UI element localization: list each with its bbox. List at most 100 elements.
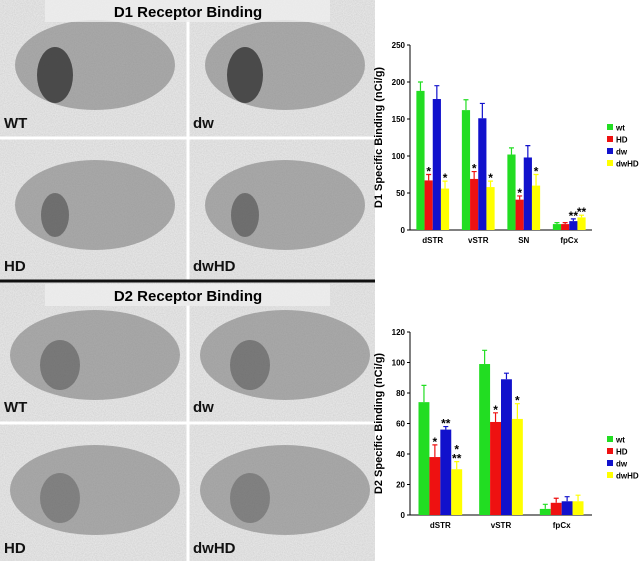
legend-label: dw xyxy=(616,148,628,157)
bar xyxy=(424,180,433,230)
y-tick-label: 60 xyxy=(396,420,405,429)
legend-label: dwHD xyxy=(616,160,639,169)
error-bar xyxy=(432,444,438,458)
significance-label: * xyxy=(472,162,477,176)
legend-swatch xyxy=(607,472,613,478)
error-bar xyxy=(564,496,570,502)
y-tick-label: 150 xyxy=(392,115,406,124)
significance-label: * xyxy=(517,186,522,200)
y-tick-label: 20 xyxy=(396,481,405,490)
panel-label: dw xyxy=(193,115,214,132)
y-tick-label: 200 xyxy=(392,78,406,87)
error-bar xyxy=(493,412,499,422)
legend-swatch xyxy=(607,460,613,466)
bar xyxy=(429,457,441,515)
legend-swatch xyxy=(607,160,613,166)
significance-label: * xyxy=(534,165,539,179)
y-tick-label: 100 xyxy=(392,359,406,368)
y-tick-label: 50 xyxy=(396,189,405,198)
bar xyxy=(418,402,430,515)
significance-label: ** xyxy=(577,205,587,219)
x-tick-label: fpCx xyxy=(560,236,578,245)
error-bar xyxy=(579,214,585,218)
bar xyxy=(486,187,495,230)
y-tick-label: 0 xyxy=(401,226,406,235)
y-axis-label: D2 Specific Binding (nCi/g) xyxy=(373,353,385,495)
image-panels xyxy=(0,0,375,561)
error-bar xyxy=(514,403,520,419)
significance-label: ** xyxy=(569,209,579,223)
bar xyxy=(501,379,512,515)
error-bar xyxy=(482,349,488,365)
bar xyxy=(561,501,573,515)
legend-label: HD xyxy=(616,136,628,145)
panel-label: WT xyxy=(4,115,27,132)
bar xyxy=(550,502,562,515)
legend-swatch xyxy=(607,136,613,142)
bar xyxy=(531,185,541,230)
error-bar xyxy=(554,222,560,225)
legend-label: HD xyxy=(616,448,628,457)
significance-label: ** xyxy=(441,417,451,431)
y-tick-label: 80 xyxy=(396,389,405,398)
x-tick-label: dSTR xyxy=(422,236,443,245)
bar xyxy=(569,221,578,230)
x-tick-label: SN xyxy=(518,236,529,245)
panel-label: HD xyxy=(4,258,26,275)
error-bar xyxy=(553,497,559,503)
error-bar xyxy=(479,102,485,119)
y-tick-label: 0 xyxy=(401,511,406,520)
bar xyxy=(511,418,523,515)
bar xyxy=(470,178,479,230)
significance-label: ** xyxy=(452,452,462,466)
error-bar xyxy=(542,503,548,509)
panel-label: HD xyxy=(4,540,26,557)
bar xyxy=(478,118,487,230)
significance-label: * xyxy=(493,403,498,417)
bar xyxy=(490,421,501,515)
y-tick-label: 40 xyxy=(396,450,405,459)
bar xyxy=(577,217,586,230)
error-bar xyxy=(442,180,448,189)
panel-label: WT xyxy=(4,399,27,416)
significance-label: * xyxy=(454,443,459,457)
bar xyxy=(552,224,562,230)
error-bar xyxy=(575,494,581,502)
legend-swatch xyxy=(607,148,613,154)
section-title: D1 Receptor Binding xyxy=(114,4,262,21)
bar xyxy=(561,224,570,230)
significance-label: * xyxy=(433,435,438,449)
error-bar xyxy=(454,461,460,470)
bar xyxy=(432,99,441,231)
significance-label: * xyxy=(426,165,431,179)
error-bar xyxy=(463,99,469,111)
section-title: D2 Receptor Binding xyxy=(114,288,262,305)
error-bar xyxy=(503,372,509,380)
bar xyxy=(507,154,516,230)
x-tick-label: vSTR xyxy=(468,236,489,245)
legend-swatch xyxy=(607,436,613,442)
y-axis-label: D1 Specific Binding (nCi/g) xyxy=(373,67,385,209)
legend-label: dwHD xyxy=(616,472,639,481)
error-bar xyxy=(434,85,440,100)
error-bar xyxy=(525,145,531,158)
error-bar xyxy=(570,218,576,222)
error-bar xyxy=(488,180,494,188)
panel-label: dwHD xyxy=(193,258,236,275)
error-bar xyxy=(443,425,449,430)
legend-swatch xyxy=(607,448,613,454)
x-tick-label: vSTR xyxy=(491,521,512,530)
error-bar xyxy=(508,147,514,155)
y-tick-label: 100 xyxy=(392,152,406,161)
bar xyxy=(539,508,551,515)
error-bar xyxy=(426,173,432,181)
bar xyxy=(440,429,452,515)
error-bar xyxy=(417,81,423,91)
error-bar xyxy=(421,384,427,403)
significance-label: * xyxy=(443,171,448,185)
x-tick-label: fpCx xyxy=(553,521,571,530)
x-tick-label: dSTR xyxy=(430,521,451,530)
